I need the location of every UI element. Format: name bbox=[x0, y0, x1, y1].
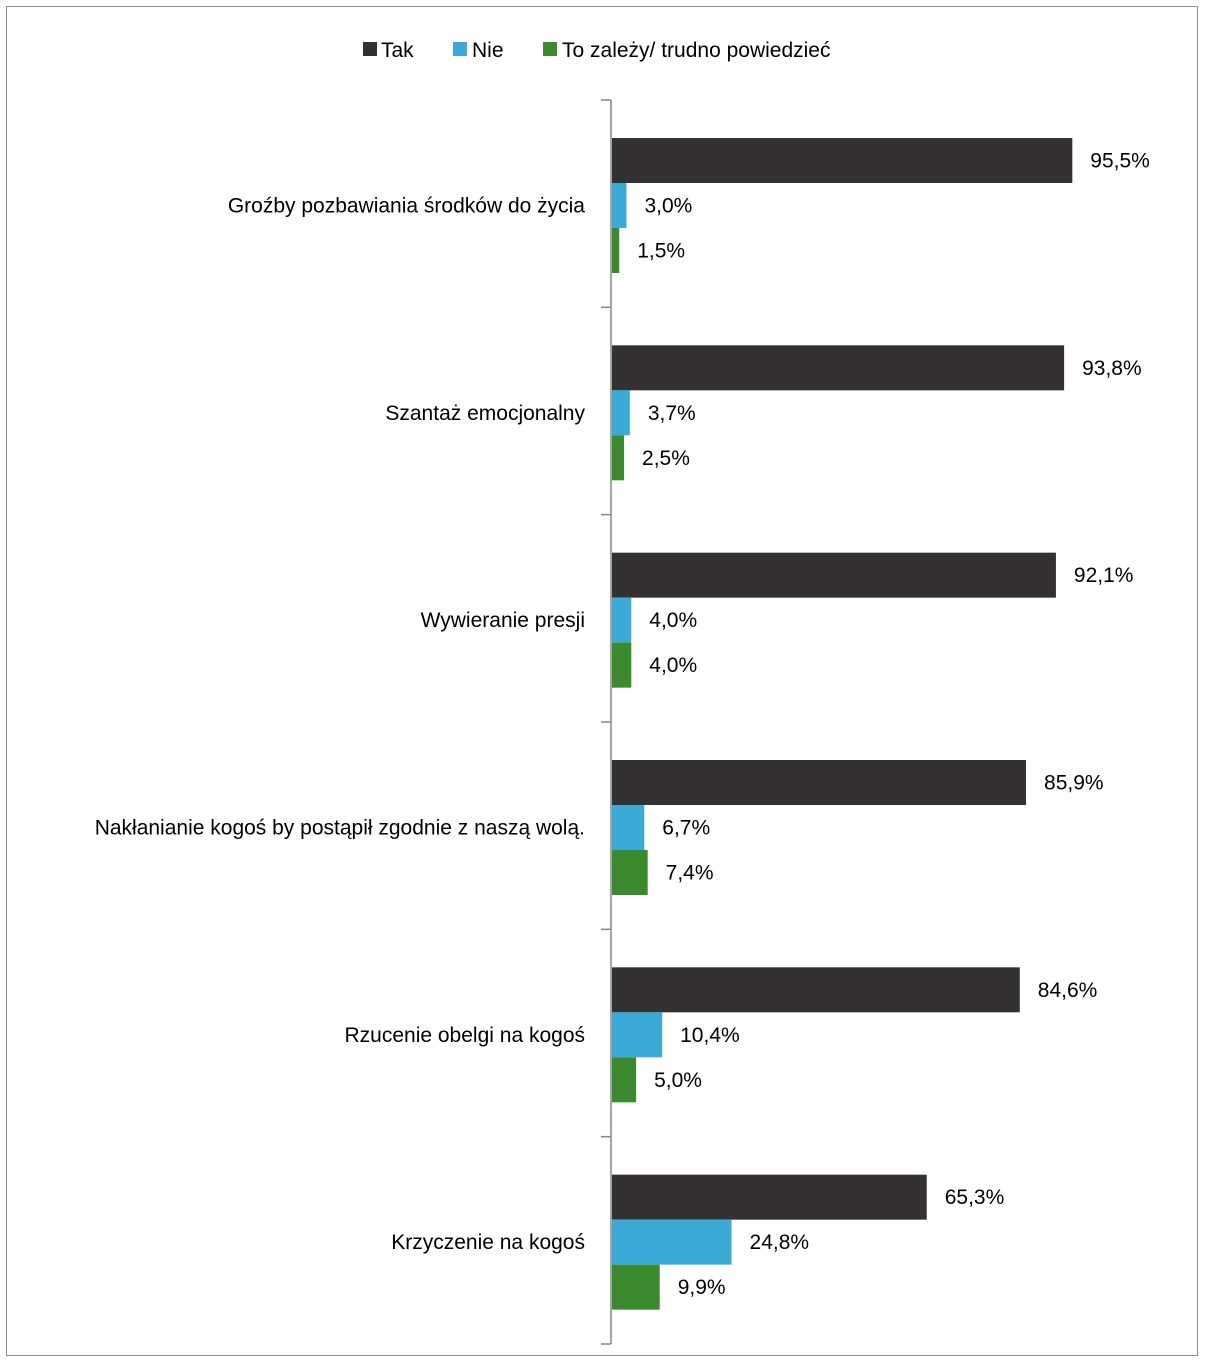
bar-2-2 bbox=[612, 642, 632, 688]
bar-2-4 bbox=[612, 1057, 637, 1103]
legend: Tak Nie To zależy/ trudno powiedzieć bbox=[363, 39, 830, 62]
bar-1-0 bbox=[612, 183, 627, 228]
data-label-1-5: 24,8% bbox=[750, 1231, 810, 1254]
data-label-2-1: 2,5% bbox=[642, 447, 690, 470]
data-label-0-5: 65,3% bbox=[945, 1186, 1005, 1209]
data-label-0-4: 84,6% bbox=[1038, 979, 1098, 1002]
data-label-2-4: 5,0% bbox=[654, 1069, 702, 1092]
bar-2-3 bbox=[612, 850, 648, 895]
legend-label-0: Tak bbox=[381, 39, 414, 62]
bar-1-5 bbox=[612, 1219, 732, 1265]
legend-label-2: To zależy/ trudno powiedzieć bbox=[562, 39, 830, 62]
data-label-2-0: 1,5% bbox=[637, 240, 685, 263]
legend-swatch-1 bbox=[453, 42, 467, 56]
category-label: Rzucenie obelgi na kogoś bbox=[345, 1024, 586, 1047]
data-label-1-4: 10,4% bbox=[680, 1024, 740, 1047]
bar-1-4 bbox=[612, 1012, 663, 1058]
legend-swatch-0 bbox=[363, 42, 377, 56]
category-axis bbox=[601, 99, 612, 1345]
bar-0-3 bbox=[612, 760, 1027, 805]
category-label: Groźby pozbawiania środków do życia bbox=[228, 195, 585, 218]
category-label: Nakłanianie kogoś by postąpił zgodnie z … bbox=[95, 817, 585, 840]
category-label: Krzyczenie na kogoś bbox=[391, 1231, 585, 1254]
data-label-0-3: 85,9% bbox=[1044, 772, 1104, 795]
bar-0-5 bbox=[612, 1174, 927, 1220]
data-label-0-1: 93,8% bbox=[1082, 357, 1142, 380]
category-label: Wywieranie presji bbox=[421, 609, 585, 632]
bar-1-2 bbox=[612, 597, 632, 643]
data-label-0-2: 92,1% bbox=[1074, 564, 1134, 587]
labels: Groźby pozbawiania środków do życia 95,5%… bbox=[95, 150, 1150, 1300]
chart-frame bbox=[6, 6, 1198, 1356]
data-label-2-2: 4,0% bbox=[649, 654, 697, 677]
data-label-2-3: 7,4% bbox=[666, 862, 714, 885]
category-label: Szantaż emocjonalny bbox=[385, 402, 585, 425]
bar-0-0 bbox=[612, 138, 1073, 183]
data-label-1-0: 3,0% bbox=[644, 195, 692, 218]
bars bbox=[612, 138, 1073, 1310]
legend-label-1: Nie bbox=[472, 39, 504, 62]
bar-0-4 bbox=[612, 967, 1020, 1013]
bar-2-5 bbox=[612, 1264, 660, 1310]
bar-0-1 bbox=[612, 345, 1065, 391]
data-label-0-0: 95,5% bbox=[1090, 150, 1150, 173]
bar-2-0 bbox=[612, 228, 620, 273]
bar-2-1 bbox=[612, 435, 625, 481]
data-label-2-5: 9,9% bbox=[678, 1276, 726, 1299]
bar-1-3 bbox=[612, 805, 645, 850]
data-label-1-3: 6,7% bbox=[662, 817, 710, 840]
data-label-1-1: 3,7% bbox=[648, 402, 696, 425]
bar-0-2 bbox=[612, 552, 1056, 598]
bar-1-1 bbox=[612, 390, 630, 436]
legend-swatch-2 bbox=[543, 42, 557, 56]
data-label-1-2: 4,0% bbox=[649, 609, 697, 632]
